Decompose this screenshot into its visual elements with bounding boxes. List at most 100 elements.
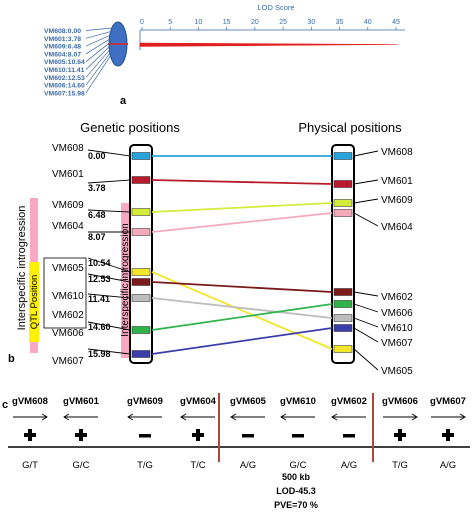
arrow-head-icon bbox=[41, 413, 48, 421]
physical-marker-name: VM608 bbox=[381, 147, 413, 158]
lod-axis-title: LOD Score bbox=[257, 3, 294, 12]
marker-link bbox=[151, 281, 333, 293]
physical-marker-name: VM601 bbox=[381, 176, 413, 187]
physical-band bbox=[333, 314, 353, 322]
qtl-marker-box bbox=[43, 257, 87, 329]
qtl-lod: LOD-45.3 bbox=[276, 486, 316, 496]
plus-sign-icon bbox=[442, 429, 454, 441]
physical-band bbox=[333, 180, 353, 188]
marker-link bbox=[151, 179, 333, 185]
panel-a-leader-line bbox=[85, 46, 113, 78]
gene-allele: T/G bbox=[392, 460, 408, 471]
arrow-head-icon bbox=[230, 413, 237, 421]
arrow-head-icon bbox=[63, 413, 70, 421]
genetic-marker-position: 10.54 bbox=[88, 258, 111, 268]
gene-gvm610: gVM610 G/C bbox=[280, 396, 316, 471]
physical-marker-name: VM607 bbox=[381, 338, 413, 349]
panel-a-marker-label: VM606:14.60 bbox=[44, 83, 85, 90]
qtl-size: 500 kb bbox=[282, 472, 311, 482]
arrow-head-icon bbox=[280, 413, 287, 421]
arrow-head-icon bbox=[411, 413, 418, 421]
panel-a-leader-line bbox=[85, 30, 113, 39]
lod-tick-label: 20 bbox=[251, 19, 259, 26]
panel-a-marker-list: VM608:0.00VM601:3.78VM609:6.48VM604:8.07… bbox=[44, 28, 85, 97]
genetic-band bbox=[131, 152, 151, 160]
genetic-marker-position: 3.78 bbox=[88, 183, 106, 193]
physical-marker-labels: VM608 VM601 VM609 VM604 VM602 VM606 VM610 VM607… bbox=[353, 147, 413, 377]
arrow-head-icon bbox=[331, 413, 338, 421]
physical-marker-name: VM602 bbox=[381, 292, 413, 303]
gene-gvm605: gVM605 A/G bbox=[230, 396, 267, 471]
panel-a-marker-label: VM609:6.48 bbox=[44, 44, 81, 51]
genetic-marker-position: 11.41 bbox=[88, 294, 110, 304]
physical-band bbox=[333, 300, 353, 308]
genetic-positions-title: Genetic positions bbox=[80, 120, 180, 135]
gene-allele: G/C bbox=[73, 460, 90, 471]
marker-link bbox=[151, 212, 333, 233]
qtl-pve: PVE=70 % bbox=[274, 500, 318, 510]
physical-tick-line bbox=[353, 348, 379, 371]
genetic-tick-line bbox=[87, 149, 131, 157]
genetic-band bbox=[131, 350, 151, 358]
gene-gvm602: gVM602 A/G bbox=[331, 396, 367, 471]
genetic-marker-position: 6.48 bbox=[88, 210, 106, 220]
lod-tick-label: 45 bbox=[392, 19, 400, 26]
panel-a-label: a bbox=[120, 95, 127, 107]
gene-allele: G/C bbox=[290, 460, 307, 471]
gene-name: gVM606 bbox=[382, 396, 418, 407]
lod-curve bbox=[139, 42, 398, 47]
lod-tick-label: 35 bbox=[336, 19, 344, 26]
gene-name: gVM609 bbox=[127, 396, 163, 407]
physical-band bbox=[333, 345, 353, 353]
panel-a-leader-line bbox=[85, 43, 113, 70]
genetic-chromosome bbox=[129, 144, 153, 364]
lod-tick-label: 15 bbox=[223, 19, 231, 26]
panel-a-leader-line bbox=[85, 27, 113, 31]
genetic-tick-line bbox=[87, 257, 131, 273]
plus-sign-icon bbox=[192, 429, 204, 441]
genetic-marker-name: VM602 bbox=[52, 310, 84, 321]
genetic-band bbox=[131, 208, 151, 216]
physical-tick-line bbox=[353, 303, 379, 313]
genetic-marker-name: VM604 bbox=[52, 221, 84, 232]
physical-tick-line bbox=[353, 198, 379, 204]
lod-tick-label: 5 bbox=[168, 19, 172, 26]
introgression-label-inner: Interspecific introgression bbox=[120, 223, 131, 336]
introgression-bar-inner bbox=[121, 203, 129, 358]
genetic-marker-name: VM610 bbox=[52, 291, 84, 302]
marker-link bbox=[151, 297, 333, 319]
genetic-band bbox=[131, 268, 151, 276]
gene-name: gVM604 bbox=[180, 396, 217, 407]
arrow-head-icon bbox=[180, 413, 187, 421]
gene-gvm607: gVM607 A/G bbox=[430, 396, 466, 471]
physical-tick-line bbox=[353, 179, 379, 185]
genetic-marker-name: VM608 bbox=[52, 143, 84, 154]
gene-allele: T/C bbox=[190, 460, 205, 471]
genetic-band bbox=[131, 294, 151, 302]
lod-axis-ticks: 0 5 10 15 20 25 30 35 40 45 bbox=[140, 19, 400, 30]
physical-tick-line bbox=[353, 327, 379, 343]
genetic-marker-name: VM605 bbox=[52, 263, 84, 274]
panel-a-leader-line bbox=[85, 40, 113, 62]
genetic-marker-position: 14.60 bbox=[88, 322, 111, 332]
gene-name: gVM602 bbox=[331, 396, 367, 407]
genetic-tick-line bbox=[87, 209, 131, 213]
gene-allele: A/G bbox=[341, 460, 357, 471]
gene-list: gVM608G/TgVM601G/CgVM609T/GgVM604T/CgVM6… bbox=[12, 396, 466, 471]
physical-band bbox=[333, 152, 353, 160]
genetic-marker-position: 12.53 bbox=[88, 274, 111, 284]
genetic-tick-line bbox=[87, 293, 131, 299]
panel-a-leader-line bbox=[85, 53, 113, 94]
arrow-head-icon bbox=[127, 413, 134, 421]
physical-tick-line bbox=[353, 317, 379, 328]
gene-gvm606: gVM606 T/G bbox=[382, 396, 418, 471]
marker-link bbox=[151, 303, 333, 331]
minus-sign-icon bbox=[292, 434, 304, 438]
marker-link bbox=[151, 327, 333, 355]
gene-name: gVM610 bbox=[280, 396, 316, 407]
lod-tick-label: 0 bbox=[140, 19, 144, 26]
minus-sign-icon bbox=[139, 434, 151, 438]
gene-gvm604: gVM604 T/C bbox=[180, 396, 217, 471]
panel-a-leader-line bbox=[85, 50, 113, 86]
